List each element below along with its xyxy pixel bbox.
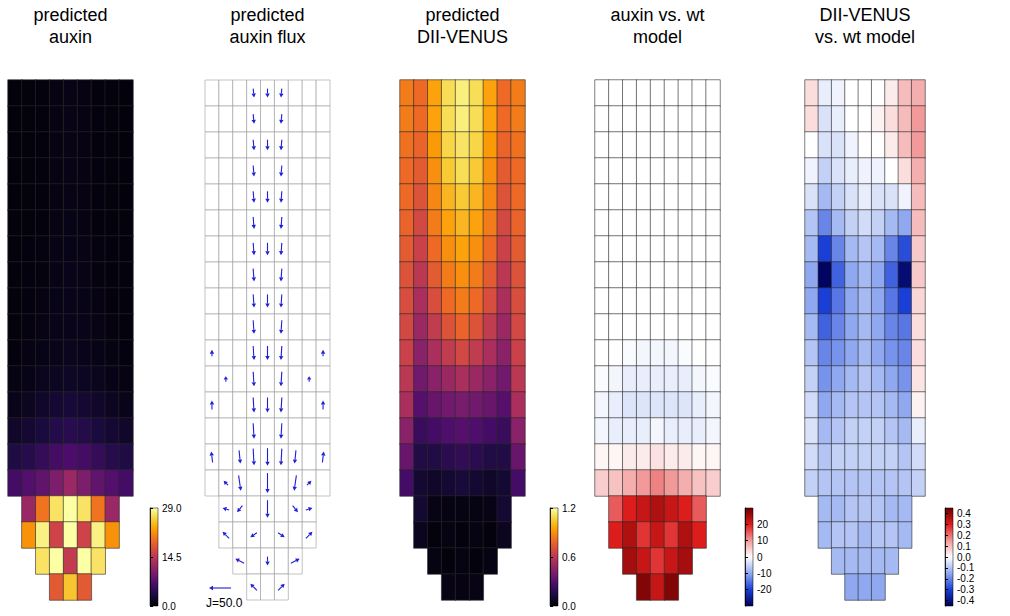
svg-text:J=50.0: J=50.0 [206, 596, 243, 610]
svg-text:0.3: 0.3 [957, 519, 971, 530]
svg-text:1.2: 1.2 [562, 503, 576, 514]
svg-text:-0.1: -0.1 [957, 562, 975, 573]
svg-text:0: 0 [757, 552, 763, 563]
svg-text:-0.3: -0.3 [957, 584, 975, 595]
svg-text:DII-VENUS: DII-VENUS [417, 27, 508, 47]
svg-text:auxin: auxin [49, 27, 92, 47]
svg-text:0.6: 0.6 [562, 552, 576, 563]
svg-text:vs. wt model: vs. wt model [815, 27, 915, 47]
svg-text:0.0: 0.0 [162, 601, 176, 612]
svg-text:-0.2: -0.2 [957, 573, 975, 584]
svg-text:auxin flux: auxin flux [229, 27, 305, 47]
svg-text:29.0: 29.0 [162, 503, 182, 514]
svg-text:20: 20 [757, 519, 769, 530]
svg-text:0.2: 0.2 [957, 530, 971, 541]
svg-text:predicted: predicted [425, 5, 499, 25]
svg-text:0.1: 0.1 [957, 541, 971, 552]
svg-text:DII-VENUS: DII-VENUS [819, 5, 910, 25]
svg-text:predicted: predicted [230, 5, 304, 25]
svg-text:0.0: 0.0 [562, 601, 576, 612]
svg-text:0.4: 0.4 [957, 508, 971, 519]
svg-text:model: model [633, 27, 682, 47]
svg-text:-0.4: -0.4 [957, 595, 975, 606]
svg-text:predicted: predicted [33, 5, 107, 25]
svg-text:auxin vs. wt: auxin vs. wt [610, 5, 704, 25]
svg-text:10: 10 [757, 535, 769, 546]
svg-text:-20: -20 [757, 584, 772, 595]
svg-text:-10: -10 [757, 568, 772, 579]
svg-text:0.0: 0.0 [957, 552, 971, 563]
svg-text:14.5: 14.5 [162, 552, 182, 563]
